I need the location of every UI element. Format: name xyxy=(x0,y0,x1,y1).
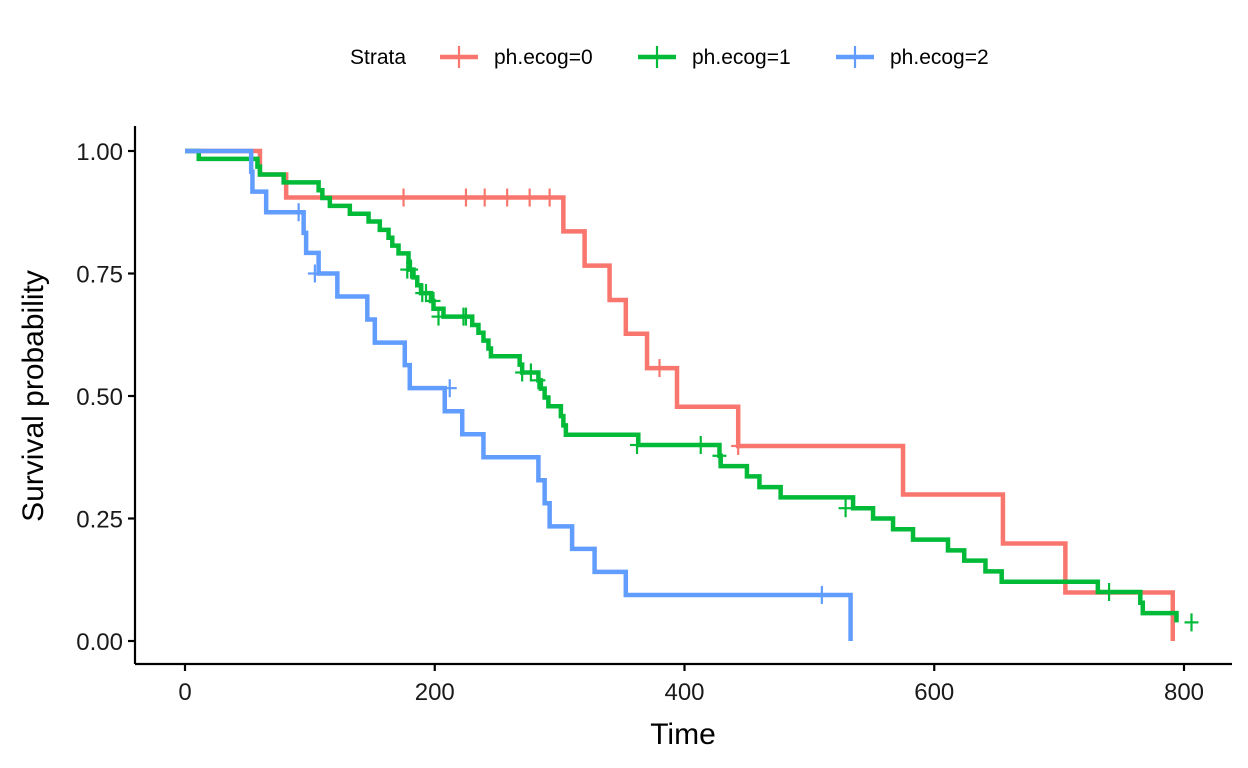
y-tick-label: 0.50 xyxy=(76,384,123,411)
censor-mark xyxy=(291,203,306,222)
survival-curve-ph.ecog=0 xyxy=(185,148,1176,641)
y-tick-label: 0.00 xyxy=(76,629,123,656)
censor-mark xyxy=(693,436,708,454)
censor-mark xyxy=(477,188,492,207)
legend-key-ph.ecog=1 xyxy=(638,46,676,68)
censor-mark xyxy=(731,436,746,455)
x-tick-label: 200 xyxy=(415,679,455,706)
censor-mark xyxy=(442,379,457,398)
series-ph.ecog=0 xyxy=(185,148,1176,641)
x-tick-label: 600 xyxy=(914,679,954,706)
censor-mark xyxy=(404,260,419,279)
legend-label: ph.ecog=1 xyxy=(692,46,791,69)
censor-mark xyxy=(1184,613,1199,632)
x-ticks: 0 200 400 600 800 xyxy=(178,664,1204,706)
x-axis-title: Time xyxy=(650,718,716,751)
censor-mark xyxy=(426,291,441,310)
censor-mark xyxy=(531,371,546,390)
y-ticks: 0.00 0.25 0.50 0.75 1.00 xyxy=(76,139,135,656)
censor-mark xyxy=(1102,583,1117,601)
censor-mark xyxy=(307,264,322,283)
censor-mark xyxy=(458,307,473,326)
x-tick-label: 800 xyxy=(1164,679,1204,706)
legend-label: ph.ecog=0 xyxy=(494,46,593,69)
legend-key-ph.ecog=2 xyxy=(836,46,874,68)
censor-mark xyxy=(814,585,829,604)
y-axis-title: Survival probability xyxy=(17,270,50,522)
legend-title: Strata xyxy=(350,46,406,69)
survival-curve-ph.ecog=2 xyxy=(185,148,853,641)
censor-mark xyxy=(431,307,446,326)
censor-mark xyxy=(458,188,473,207)
censor-mark xyxy=(630,436,645,454)
legend: Strata ph.ecog=0 ph.ecog=1 ph.ecog=2 xyxy=(350,46,989,69)
censor-mark xyxy=(396,188,411,207)
survival-curve-ph.ecog=1 xyxy=(185,148,1179,623)
censor-mark xyxy=(419,284,434,303)
censor-mark xyxy=(838,499,853,518)
censor-mark xyxy=(500,188,515,207)
y-tick-label: 0.25 xyxy=(76,507,123,534)
censor-mark xyxy=(523,363,538,382)
series-ph.ecog=1 xyxy=(185,148,1199,632)
censor-mark xyxy=(542,188,557,207)
x-tick-label: 400 xyxy=(664,679,704,706)
legend-label: ph.ecog=2 xyxy=(890,46,989,69)
x-tick-label: 0 xyxy=(178,679,191,706)
series-ph.ecog=2 xyxy=(185,148,853,641)
y-tick-label: 0.75 xyxy=(76,262,123,289)
censor-mark xyxy=(712,446,727,465)
y-tick-label: 1.00 xyxy=(76,139,123,166)
censor-mark xyxy=(522,188,537,207)
censor-mark xyxy=(652,359,667,378)
plot-area xyxy=(185,148,1199,641)
legend-key-ph.ecog=0 xyxy=(440,46,478,68)
